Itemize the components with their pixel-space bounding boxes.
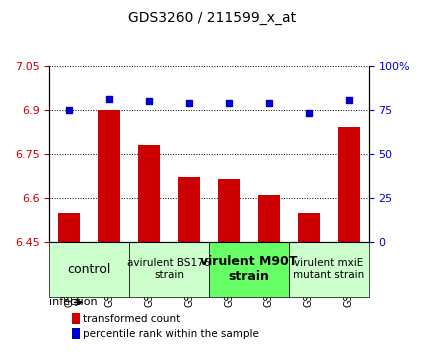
Text: virulent M90T
strain: virulent M90T strain xyxy=(200,255,298,283)
Bar xyxy=(59,213,80,242)
Point xyxy=(226,100,232,105)
Bar xyxy=(338,127,360,242)
Text: GDS3260 / 211599_x_at: GDS3260 / 211599_x_at xyxy=(128,11,297,25)
Bar xyxy=(138,145,160,242)
FancyBboxPatch shape xyxy=(289,242,368,297)
Text: control: control xyxy=(68,263,111,276)
Point xyxy=(146,98,153,104)
FancyBboxPatch shape xyxy=(49,242,129,297)
FancyBboxPatch shape xyxy=(129,242,209,297)
Bar xyxy=(98,110,120,242)
Bar xyxy=(178,177,200,242)
Point xyxy=(106,96,113,102)
Bar xyxy=(72,328,80,339)
Bar xyxy=(258,195,280,242)
Point xyxy=(306,110,312,116)
Text: infection: infection xyxy=(49,297,98,307)
Text: percentile rank within the sample: percentile rank within the sample xyxy=(83,329,259,339)
Text: avirulent BS176
strain: avirulent BS176 strain xyxy=(128,258,211,280)
Point xyxy=(186,100,193,105)
Bar xyxy=(72,313,80,324)
FancyBboxPatch shape xyxy=(209,242,289,297)
Text: transformed count: transformed count xyxy=(83,314,180,324)
Bar xyxy=(218,179,240,242)
Bar xyxy=(298,213,320,242)
Point xyxy=(266,100,272,105)
Point xyxy=(66,107,73,113)
Text: virulent mxiE
mutant strain: virulent mxiE mutant strain xyxy=(293,258,364,280)
Point xyxy=(345,97,352,103)
